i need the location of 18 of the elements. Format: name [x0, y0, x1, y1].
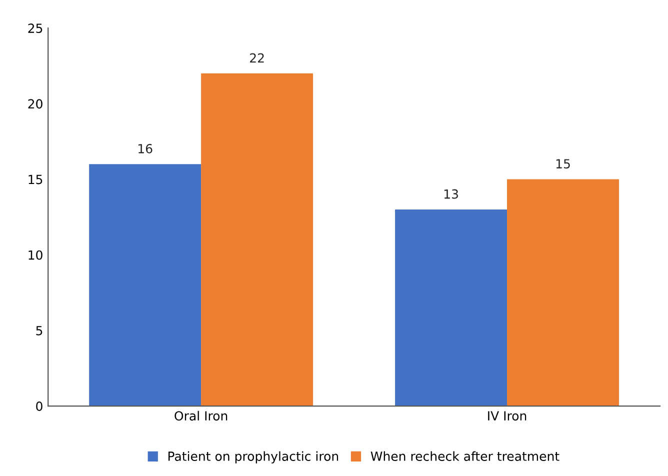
y-tick-label: 0 — [36, 402, 42, 411]
legend-label: When recheck after treatment — [370, 451, 560, 461]
y-tick-label: 10 — [28, 250, 42, 260]
data-label: 13 — [444, 189, 458, 199]
data-label: 15 — [556, 159, 570, 169]
bar — [395, 209, 508, 406]
y-tick-label: 25 — [28, 24, 42, 34]
y-tick-label: 5 — [36, 326, 42, 336]
bar — [89, 164, 202, 406]
x-tick-label: IV Iron — [488, 411, 526, 421]
y-tick-label: 15 — [28, 174, 42, 184]
data-label: 22 — [250, 53, 264, 63]
legend-label: Patient on prophylactic iron — [168, 451, 338, 464]
y-tick-label: 20 — [28, 99, 42, 109]
data-label: 16 — [138, 144, 152, 154]
x-tick-label: Oral Iron — [174, 410, 228, 421]
bar — [201, 73, 314, 406]
bar — [507, 179, 619, 406]
